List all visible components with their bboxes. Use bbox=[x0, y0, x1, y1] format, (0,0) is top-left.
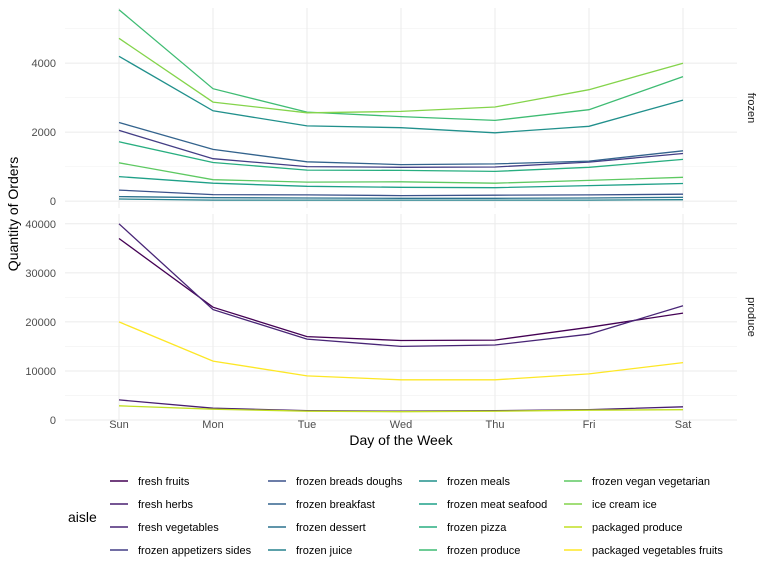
legend-item: fresh fruits bbox=[110, 476, 190, 488]
series-line-ice-cream-ice bbox=[118, 37, 684, 114]
legend: aisle fresh fruits fresh herbs fresh veget… bbox=[68, 476, 723, 557]
legend-item: frozen breakfast bbox=[268, 499, 375, 511]
chart-panels: 0 2000 4000 frozen 0 10000 20000 30000 40000 prod… bbox=[25, 8, 757, 427]
legend-item: frozen meat seafood bbox=[419, 499, 547, 511]
legend-item: frozen meals bbox=[419, 476, 510, 488]
y-tick-label: 30000 bbox=[25, 268, 56, 280]
x-tick-label: Sun bbox=[109, 419, 129, 431]
series-line-frozen-appetizers-sides bbox=[118, 129, 684, 168]
legend-item: frozen appetizers sides bbox=[110, 545, 252, 557]
y-tick-label: 4000 bbox=[32, 58, 56, 70]
legend-label: frozen juice bbox=[296, 545, 352, 557]
series-line-frozen-meals bbox=[118, 55, 684, 134]
x-tick-label: Tue bbox=[298, 419, 317, 431]
legend-item: packaged produce bbox=[564, 522, 683, 534]
facet-strip-label: produce bbox=[745, 297, 757, 337]
legend-label: frozen meat seafood bbox=[447, 499, 547, 511]
x-tick-label: Mon bbox=[202, 419, 223, 431]
series-line-frozen-breads-doughs bbox=[118, 189, 684, 197]
y-tick-label: 40000 bbox=[25, 219, 56, 231]
y-tick-label: 0 bbox=[50, 415, 56, 427]
legend-label: ice cream ice bbox=[592, 499, 657, 511]
legend-item: frozen breads doughs bbox=[268, 476, 403, 488]
panel-produce: 0 10000 20000 30000 40000 produce bbox=[25, 214, 757, 427]
legend-label: frozen appetizers sides bbox=[138, 545, 252, 557]
legend-item: frozen pizza bbox=[419, 522, 507, 534]
legend-label: frozen dessert bbox=[296, 522, 366, 534]
legend-label: fresh herbs bbox=[138, 499, 194, 511]
legend-label: packaged produce bbox=[592, 522, 683, 534]
panel-frozen: 0 2000 4000 frozen bbox=[32, 8, 757, 208]
legend-item: frozen dessert bbox=[268, 522, 366, 534]
x-tick-label: Sat bbox=[675, 419, 692, 431]
x-tick-label: Fri bbox=[583, 419, 596, 431]
legend-label: frozen pizza bbox=[447, 522, 507, 534]
x-tick-label: Wed bbox=[390, 419, 412, 431]
facet-strip-label: frozen bbox=[745, 93, 757, 124]
y-tick-label: 0 bbox=[50, 196, 56, 208]
series-line-frozen-juice bbox=[118, 198, 684, 201]
x-axis: Sun Mon Tue Wed Thu Fri Sat bbox=[109, 419, 691, 431]
series-line-frozen-vegan-vegetarian bbox=[118, 162, 684, 184]
legend-item: frozen juice bbox=[268, 545, 352, 557]
series-line-frozen-pizza bbox=[118, 141, 684, 173]
series-line-frozen-dessert bbox=[118, 195, 684, 199]
legend-item: fresh vegetables bbox=[110, 522, 219, 534]
legend-item: frozen produce bbox=[419, 545, 520, 557]
legend-title: aisle bbox=[68, 509, 97, 525]
legend-label: fresh fruits bbox=[138, 476, 190, 488]
legend-item: ice cream ice bbox=[564, 499, 657, 511]
series-line-fresh-fruits bbox=[118, 237, 684, 342]
y-tick-label: 20000 bbox=[25, 317, 56, 329]
series-line-frozen-meat-seafood bbox=[118, 175, 684, 189]
y-axis-title: Quantity of Orders bbox=[5, 157, 21, 271]
series-line-fresh-vegetables bbox=[118, 223, 684, 348]
legend-label: packaged vegetables fruits bbox=[592, 545, 723, 557]
legend-item: packaged vegetables fruits bbox=[564, 545, 723, 557]
x-tick-label: Thu bbox=[486, 419, 505, 431]
y-tick-label: 2000 bbox=[32, 127, 56, 139]
series-line-packaged-produce bbox=[118, 405, 684, 413]
legend-items: fresh fruits fresh herbs fresh vegetables f… bbox=[110, 476, 723, 557]
legend-label: frozen vegan vegetarian bbox=[592, 476, 710, 488]
series-line-packaged-vegetables-fruits bbox=[118, 321, 684, 381]
y-tick-label: 10000 bbox=[25, 366, 56, 378]
legend-label: fresh vegetables bbox=[138, 522, 219, 534]
legend-label: frozen meals bbox=[447, 476, 510, 488]
series-line-frozen-breakfast bbox=[118, 121, 684, 166]
legend-item: fresh herbs bbox=[110, 499, 194, 511]
legend-label: frozen breads doughs bbox=[296, 476, 403, 488]
legend-label: frozen produce bbox=[447, 545, 520, 557]
series-line-frozen-produce bbox=[118, 9, 684, 122]
legend-label: frozen breakfast bbox=[296, 499, 375, 511]
x-axis-title: Day of the Week bbox=[349, 432, 453, 448]
legend-item: frozen vegan vegetarian bbox=[564, 476, 710, 488]
